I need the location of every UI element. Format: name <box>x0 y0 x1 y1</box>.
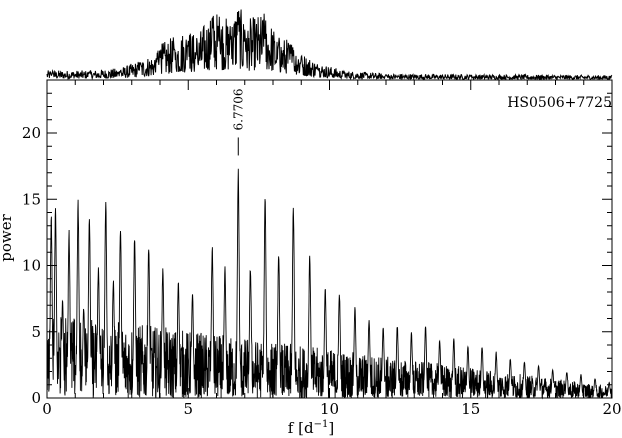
peak-frequency-label: 6.7706 <box>231 88 245 130</box>
x-tick-label: 20 <box>602 400 621 418</box>
y-tick-label: 15 <box>22 190 41 208</box>
x-tick-label: 10 <box>320 400 339 418</box>
periodogram-trace <box>46 168 613 400</box>
y-axis-label: power <box>0 213 15 261</box>
periodogram-panel: 0 5 10 15 20 0 5 10 15 20 HS0506+7725 6.7706 f [… <box>0 79 622 437</box>
x-tick-label: 0 <box>42 400 52 418</box>
x-tick-label: 15 <box>461 400 480 418</box>
object-label: HS0506+7725 <box>507 95 612 111</box>
y-axis-ticks: 0 5 10 15 20 <box>22 79 612 407</box>
y-tick-label: 5 <box>31 323 41 341</box>
window-function-panel <box>46 9 613 81</box>
x-axis-label: f [d−1] <box>288 419 334 437</box>
y-tick-label: 10 <box>22 257 41 275</box>
x-tick-label: 5 <box>183 400 193 418</box>
y-tick-label: 0 <box>31 389 41 407</box>
peak-annotation: 6.7706 <box>231 88 245 156</box>
x-axis-ticks: 0 5 10 15 20 <box>42 80 622 418</box>
window-function-trace <box>46 9 613 81</box>
y-tick-label: 20 <box>22 124 41 142</box>
